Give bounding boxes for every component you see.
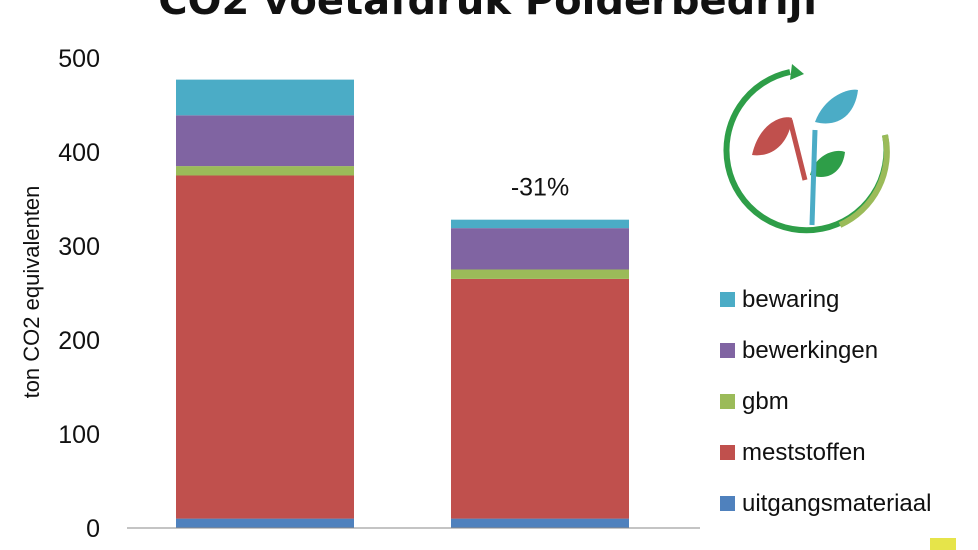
bar-segment-uitgangsmateriaal — [176, 518, 354, 528]
y-tick-label: 400 — [58, 139, 100, 167]
legend-label: meststoffen — [742, 438, 866, 466]
legend-swatch — [720, 394, 735, 409]
legend-label: gbm — [742, 387, 789, 415]
legend-item-bewerkingen: bewerkingen — [720, 333, 931, 368]
corner-mark — [930, 538, 956, 550]
y-tick-label: 200 — [58, 327, 100, 355]
bar-segment-gbm — [451, 269, 629, 279]
bar-segment-meststoffen — [176, 175, 354, 519]
bar-annotation: -31% — [511, 174, 569, 202]
bar-segment-bewaring — [176, 79, 354, 116]
legend-item-uitgangsmateriaal: uitgangsmateriaal — [720, 486, 931, 521]
bar-segment-bewerkingen — [176, 115, 354, 167]
legend-swatch — [720, 343, 735, 358]
y-tick-label: 100 — [58, 421, 100, 449]
bar-segment-uitgangsmateriaal — [451, 518, 629, 528]
bar-chart: 0 100 200 300 400 500 -31% — [58, 45, 700, 543]
legend-item-gbm: gbm — [720, 384, 931, 419]
y-tick-label: 300 — [58, 233, 100, 261]
bar-segment-bewaring — [451, 219, 629, 229]
bar-segment-bewerkingen — [451, 228, 629, 270]
legend-swatch — [720, 445, 735, 460]
legend-item-bewaring: bewaring — [720, 282, 931, 317]
bar-segment-gbm — [176, 166, 354, 176]
legend-item-meststoffen: meststoffen — [720, 435, 931, 470]
chart-legend: bewaring bewerkingen gbm meststoffen uitgang… — [720, 282, 931, 537]
y-tick-label: 0 — [86, 515, 100, 543]
y-tick-label: 500 — [58, 45, 100, 73]
chart-title: CO2 voetafdruk Polderbedrijf — [158, 0, 820, 24]
bar-segment-meststoffen — [451, 278, 629, 519]
legend-label: bewerkingen — [742, 336, 879, 364]
legend-swatch — [720, 496, 735, 511]
legend-label: uitgangsmateriaal — [742, 489, 932, 517]
legend-swatch — [720, 292, 735, 307]
legend-label: bewaring — [742, 285, 840, 313]
sprout-cycle-logo-icon — [723, 64, 890, 234]
